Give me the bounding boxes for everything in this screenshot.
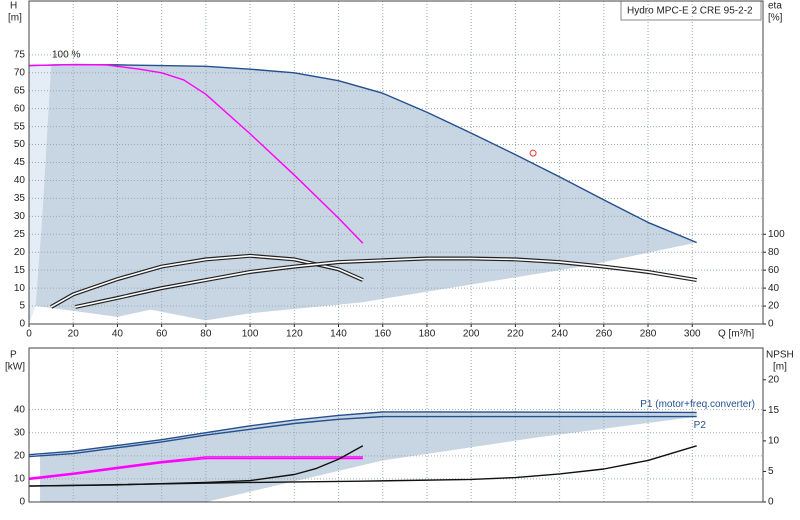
y2-tick-label: 15 [768,405,780,416]
operating-range [40,411,697,502]
series-line [28,63,697,244]
plot-frame [28,0,764,325]
series-line [28,457,363,481]
y-tick-label: 15 [14,265,26,276]
x-tick-label: 220 [507,329,524,340]
y2-tick-label: 40 [768,283,780,294]
y2-axis-unit: [m] [773,362,787,373]
operating-range [29,65,52,324]
y2-tick-label: 10 [768,436,780,447]
x-tick-label: 100 [242,329,259,340]
series-line [28,63,364,244]
y-tick-label: 20 [14,450,26,461]
x-tick-label: 200 [463,329,480,340]
x-tick-label: 180 [419,329,436,340]
y2-tick-label: 20 [768,374,780,385]
x-tick-label: 240 [551,329,568,340]
y-tick-label: 50 [14,139,26,150]
x-tick-label: 300 [684,329,701,340]
y2-axis-unit: [%] [768,13,783,24]
y-tick-label: 5 [19,301,25,312]
duty-point [529,149,537,157]
y2-axis-label: NPSH [766,350,794,361]
y-tick-label: 0 [19,497,25,508]
y2-tick-label: 20 [768,301,780,312]
y2-tick-label: 80 [768,247,780,258]
series-line-inner [75,257,697,308]
operating-range [35,64,697,321]
series-line-inner [50,255,364,308]
y-tick-label: 45 [14,157,26,168]
series-line [28,445,697,487]
y-tick-label: 40 [14,175,26,186]
x-tick-label: 140 [330,329,347,340]
y-tick-label: 30 [14,211,26,222]
annotation: 100 % [52,50,80,61]
x-tick-label: 60 [156,329,168,340]
chart-title: Hydro MPC-E 2 CRE 95-2-2 [627,6,753,17]
x-tick-label: 120 [286,329,303,340]
y-tick-label: 40 [14,404,26,415]
series-line [28,456,363,479]
y-tick-label: 10 [14,283,26,294]
x-tick-label: 80 [200,329,212,340]
y2-tick-label: 60 [768,265,780,276]
y-tick-label: 20 [14,247,26,258]
x-tick-label: 280 [640,329,657,340]
x-tick-label: 20 [68,329,80,340]
y2-tick-label: 5 [768,466,774,477]
y2-tick-label: 0 [768,319,774,330]
y-tick-label: 35 [14,193,26,204]
plot-frame [28,347,764,503]
x-tick-label: 260 [595,329,612,340]
y-tick-label: 30 [14,427,26,438]
x-tick-label: 0 [26,329,32,340]
y2-axis-label: eta [768,1,782,12]
series-line [28,415,697,458]
y2-tick-label: 0 [768,497,774,508]
y-axis-unit: [m] [8,13,22,24]
y-axis-unit: [kW] [5,362,25,373]
x-tick-label: 40 [112,329,124,340]
y-tick-label: 0 [19,319,25,330]
y-tick-label: 10 [14,474,26,485]
x-tick-label: 160 [374,329,391,340]
y-axis-label: P [10,350,17,361]
series-label: P2 [694,420,707,431]
y2-tick-label: 100 [768,229,785,240]
y-tick-label: 25 [14,229,26,240]
series-line [28,411,697,456]
x-axis-label: Q [m³/h] [718,329,754,340]
y-tick-label: 70 [14,67,26,78]
y-tick-label: 75 [14,49,26,60]
y-tick-label: 55 [14,121,26,132]
y-tick-label: 60 [14,103,26,114]
y-tick-label: 65 [14,85,26,96]
series-label: P1 (motor+freq.converter) [640,399,755,410]
y-axis-label: H [10,1,17,12]
